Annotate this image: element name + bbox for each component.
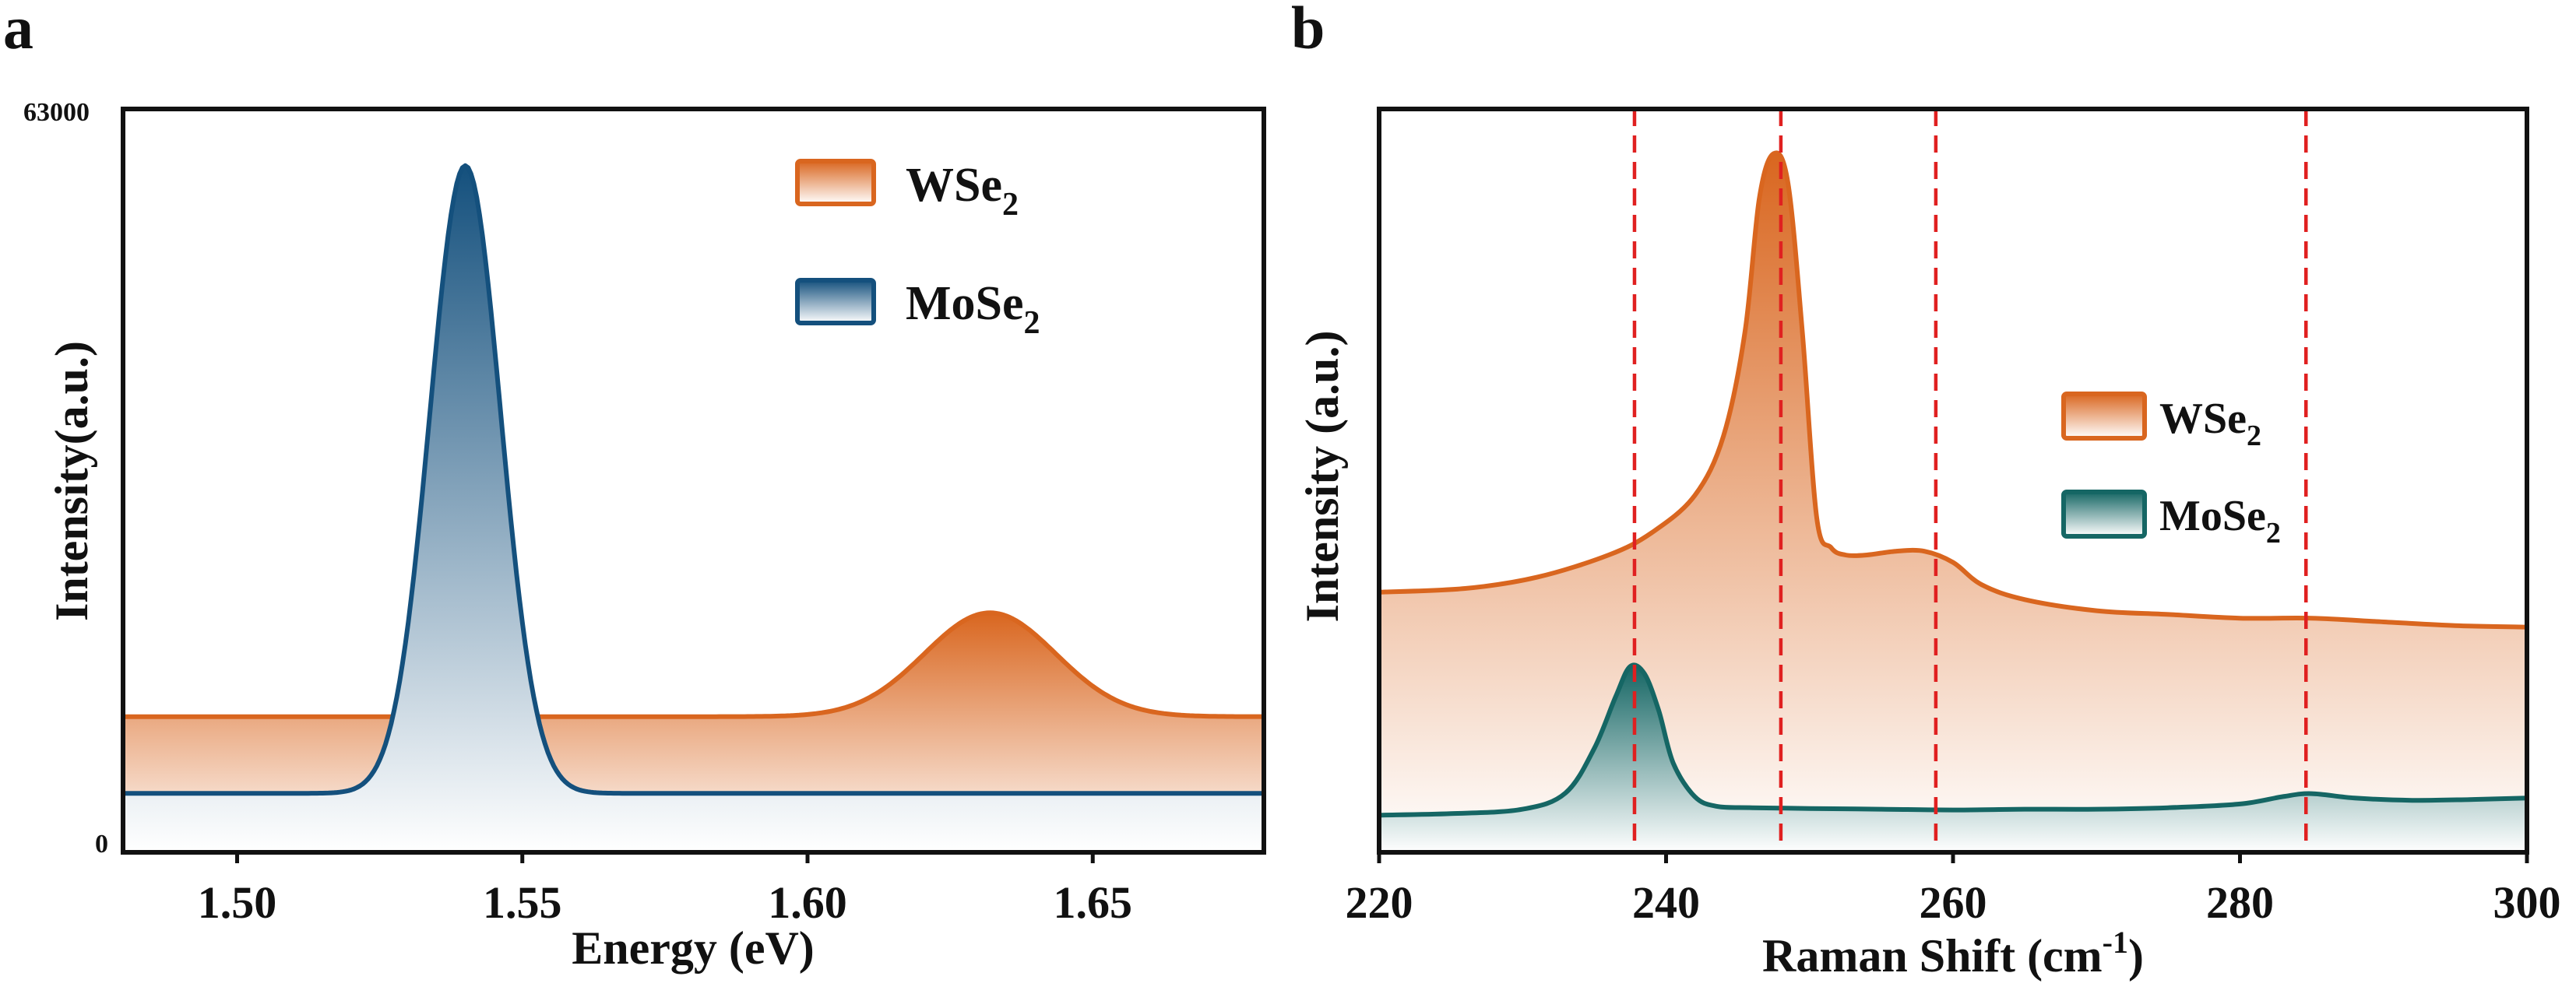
panel-a-line-wse2 [123,610,1264,719]
panel-b-xtick-label: 260 [1920,877,1987,928]
panel-a-xtick-label: 1.50 [198,877,277,928]
panel-a-xtick-label: 1.55 [483,877,562,928]
panel-b-xtick-label: 300 [2493,877,2561,928]
panel-a-area-mose2 [123,165,1264,852]
legend-a-mose2-swatch [795,278,876,325]
panel-b-letter: b [1291,0,1325,61]
panel-b-xlabel-sup: -1 [2103,925,2128,960]
legend-b-wse2-main: WSe [2159,395,2247,443]
panel-a-xticks: 1.50 1.55 1.60 1.65 [198,852,1132,928]
legend-a-wse2-main: WSe [906,159,1002,212]
legend-a-mose2-label: MoSe2 [906,277,1040,341]
panel-a-ytick-zero: 0 [95,830,108,859]
panel-a-frame [121,107,1266,855]
panel-b-line-wse2 [1379,150,2527,630]
panel-b-xlabel-end: ) [2128,930,2144,982]
legend-b-wse2-sub: 2 [2247,420,2261,452]
panel-b-area-wse2 [1379,153,2527,852]
legend-b-mose2-sub: 2 [2266,517,2281,550]
panel-a-xlabel: Energy (eV) [572,922,815,974]
legend-b-wse2-label: WSe2 [2159,395,2261,452]
panel-a-ytick-max: 63000 [23,98,90,127]
panel-b-xlabel: Raman Shift (cm-1) [1762,925,2144,982]
panel-a-plot-area [123,163,1264,852]
panel-a: a 63000 0 1.50 1.55 1.60 1.65 Energy (eV) I… [3,0,1266,974]
panel-b-xlabel-main: Raman Shift (cm [1762,930,2103,982]
legend-b-mose2-label: MoSe2 [2159,492,2281,550]
panel-a-letter: a [3,0,33,61]
panel-b-reference-lines [1632,109,2308,852]
legend-b-mose2-swatch [2061,490,2147,539]
panel-b-xtick-label: 240 [1632,877,1700,928]
legend-b-mose2-main: MoSe [2159,492,2266,540]
panel-a-xtick-label: 1.60 [768,877,847,928]
panel-b: b 220 240 260 280 300 Raman Shift (cm-1) Int… [1291,0,2561,982]
legend-b-wse2-swatch [2061,392,2147,441]
panel-b-xticks: 220 240 260 280 300 [1346,852,2561,928]
panel-a-xtick-label: 1.65 [1054,877,1133,928]
panel-b-plot-area [1379,150,2527,852]
panel-b-ylabel: Intensity (a.u.) [1297,330,1348,622]
panel-b-legend: WSe2 MoSe2 [2061,392,2281,550]
panel-a-legend: WSe2 MoSe2 [795,159,1040,341]
panel-a-line-mose2 [123,163,1264,796]
panel-b-xtick-label: 280 [2206,877,2274,928]
legend-a-wse2-sub: 2 [1002,187,1019,223]
legend-a-wse2-swatch [795,159,876,206]
panel-a-ylabel: Intensity(a.u.) [46,341,97,621]
legend-a-mose2-main: MoSe [906,277,1024,330]
panel-b-line-mose2 [1379,662,2527,818]
panel-b-xtick-label: 220 [1346,877,1413,928]
legend-a-wse2-label: WSe2 [906,159,1019,223]
legend-a-mose2-sub: 2 [1024,305,1040,341]
